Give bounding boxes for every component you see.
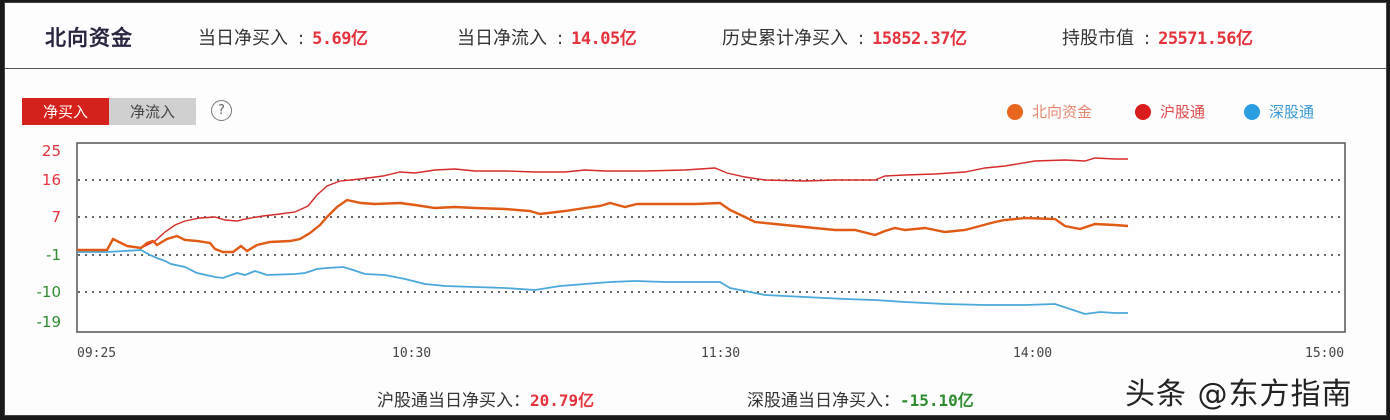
help-icon[interactable]: ? [211, 100, 232, 121]
y-tick-label: 7 [51, 208, 61, 226]
y-tick-label: 25 [41, 142, 61, 160]
legend-dot-icon [1244, 103, 1260, 120]
x-tick-label: 09:25 [77, 346, 117, 361]
gridlines [78, 179, 1344, 293]
stat-holding-value: 持股市值:25571.56亿 [1062, 28, 1253, 49]
x-tick-label: 15:00 [1305, 346, 1345, 361]
legend-label: 北向资金 [1032, 103, 1093, 121]
footer-value: 20.79亿 [530, 391, 595, 410]
legend-label: 沪股通 [1160, 103, 1206, 121]
series-northbound [77, 198, 1129, 254]
watermark: 头条 @东方指南 [1125, 377, 1353, 412]
header-bar: 北向资金 当日净买入:5.69亿 当日净流入:14.05亿 历史累计净买入:15… [5, 3, 1386, 69]
y-tick-label: -19 [36, 313, 62, 331]
x-tick-label: 10:30 [392, 346, 432, 361]
tab-net-inflow[interactable]: 净流入 [109, 98, 196, 125]
stat-label: 当日净流入 [457, 28, 547, 49]
footer-shenzhen-net-buy: 深股通当日净买入：-15.10亿 [747, 386, 974, 411]
stat-value: 15852.37亿 [872, 29, 967, 49]
series-shanghai [77, 157, 1128, 251]
legend-dot-icon [1007, 103, 1023, 120]
plot-area [76, 142, 1346, 333]
stat-value: 14.05亿 [571, 29, 637, 49]
x-tick-label: 14:00 [1013, 346, 1053, 361]
legend-item-northbound[interactable]: 北向资金 [1007, 101, 1092, 122]
tab-net-buy[interactable]: 净买入 [22, 98, 109, 125]
series-shenzhen [77, 249, 1128, 315]
stat-value: 5.69亿 [312, 29, 368, 49]
stat-net-inflow: 当日净流入:14.05亿 [457, 28, 637, 49]
line-chart [76, 142, 1346, 333]
panel-title: 北向资金 [45, 26, 133, 50]
y-tick-label: 16 [41, 171, 61, 189]
y-tick-label: -1 [46, 246, 61, 264]
legend-item-shenzhen[interactable]: 深股通 [1244, 101, 1314, 122]
northbound-panel: 北向资金 当日净买入:5.69亿 当日净流入:14.05亿 历史累计净买入:15… [4, 2, 1387, 416]
stat-net-buy: 当日净买入:5.69亿 [198, 28, 368, 49]
legend-dot-icon [1135, 103, 1151, 120]
footer-label: 沪股通当日净买入： [377, 391, 530, 411]
footer-label: 深股通当日净买入： [747, 391, 900, 411]
stat-history-net-buy: 历史累计净买入:15852.37亿 [722, 28, 967, 49]
stat-label: 历史累计净买入 [722, 28, 848, 49]
footer-value: -15.10亿 [900, 391, 974, 410]
legend-label: 深股通 [1269, 103, 1315, 121]
stat-label: 持股市值 [1062, 28, 1134, 49]
view-tabs: 净买入 净流入 [22, 98, 196, 125]
y-tick-label: -10 [36, 283, 62, 301]
stat-value: 25571.56亿 [1158, 29, 1253, 49]
footer-shanghai-net-buy: 沪股通当日净买入：20.79亿 [377, 386, 594, 411]
x-tick-label: 11:30 [701, 346, 741, 361]
legend-item-shanghai[interactable]: 沪股通 [1135, 101, 1205, 122]
stat-label: 当日净买入 [198, 28, 288, 49]
